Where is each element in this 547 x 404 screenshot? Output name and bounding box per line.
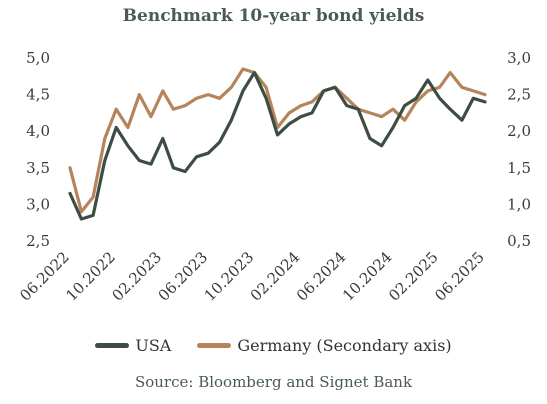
right-axis: 0,5 1,0 1,5 2,0 2,5 3,0: [507, 49, 531, 250]
x-axis: 06.202210.202202.202306.202310.202302.20…: [16, 248, 488, 305]
left-axis: 2,5 3,0 3,5 4,0 4,5 5,0: [26, 49, 50, 250]
legend-label-usa: USA: [135, 336, 172, 355]
x-tick-label: 10.2023: [201, 248, 258, 305]
right-tick-label: 2,0: [507, 122, 531, 140]
x-tick-label: 02.2024: [247, 248, 304, 305]
x-tick-label: 06.2023: [155, 248, 212, 305]
legend-item-germany: Germany (Secondary axis): [197, 336, 452, 355]
left-tick-label: 3,0: [26, 195, 50, 213]
right-tick-label: 0,5: [507, 232, 531, 250]
left-tick-label: 5,0: [26, 49, 50, 67]
chart-title: Benchmark 10-year bond yields: [122, 6, 425, 26]
left-tick-label: 2,5: [26, 232, 50, 250]
x-tick-label: 02.2025: [385, 248, 442, 305]
right-tick-label: 2,5: [507, 86, 531, 104]
legend-item-usa: USA: [95, 336, 171, 355]
left-tick-label: 4,0: [26, 122, 50, 140]
left-tick-label: 3,5: [26, 159, 50, 177]
x-tick-label: 10.2022: [62, 248, 119, 305]
series-line-germany: [68, 67, 487, 214]
x-tick-label: 06.2024: [293, 248, 350, 305]
x-tick-label: 06.2025: [431, 248, 488, 305]
series-lines: [68, 67, 487, 221]
x-tick-label: 10.2024: [339, 248, 396, 305]
source-note: Source: Bloomberg and Signet Bank: [134, 373, 413, 391]
left-tick-label: 4,5: [26, 86, 50, 104]
right-tick-label: 1,0: [507, 195, 531, 213]
right-tick-label: 1,5: [507, 159, 531, 177]
x-tick-label: 02.2023: [108, 248, 165, 305]
x-tick-label: 06.2022: [16, 248, 73, 305]
right-tick-label: 3,0: [507, 49, 531, 67]
legend-swatch-germany: [197, 343, 232, 348]
legend-label-germany: Germany (Secondary axis): [237, 336, 452, 355]
legend: USA Germany (Secondary axis): [0, 336, 547, 355]
legend-swatch-usa: [95, 343, 130, 348]
series-line-usa: [68, 70, 487, 221]
